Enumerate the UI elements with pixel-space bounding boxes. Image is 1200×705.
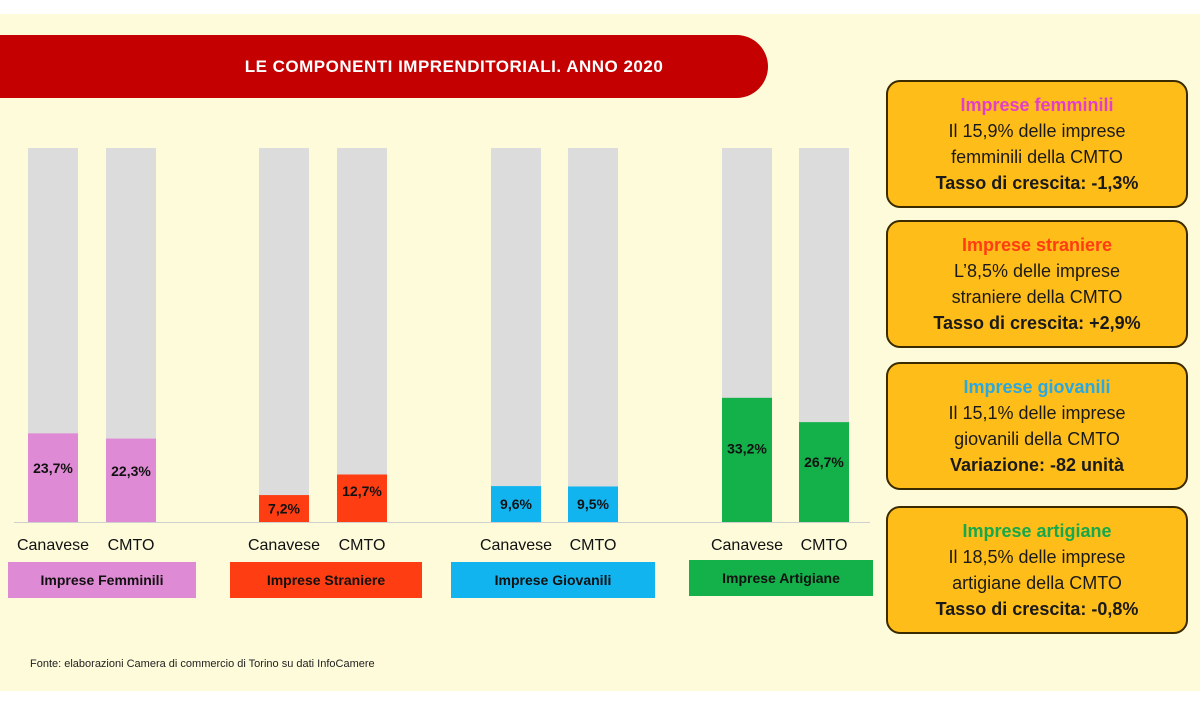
legend-category-label: Imprese Femminili	[8, 562, 196, 598]
data-label: 12,7%	[342, 483, 382, 499]
info-line: artigiane della CMTO	[952, 573, 1122, 593]
data-label: 9,6%	[500, 496, 532, 512]
data-label: 23,7%	[33, 460, 73, 476]
tick-label: CMTO	[339, 537, 386, 554]
source-note: Fonte: elaborazioni Camera di commercio …	[30, 658, 375, 670]
info-line: Il 18,5% delle imprese	[948, 547, 1126, 567]
tick-label: Canavese	[480, 537, 552, 554]
info-rate: Tasso di crescita: +2,9%	[888, 310, 1186, 336]
info-rate: Variazione: -82 unità	[888, 452, 1186, 478]
bar	[106, 438, 156, 522]
data-label: 22,3%	[111, 463, 151, 479]
data-label: 33,2%	[727, 441, 767, 457]
tick-label: CMTO	[570, 537, 617, 554]
tick-label: Canavese	[711, 537, 783, 554]
info-rate: Tasso di crescita: -0,8%	[888, 596, 1186, 622]
info-line: straniere della CMTO	[951, 287, 1123, 307]
tick-label: CMTO	[108, 537, 155, 554]
info-rate-label: Tasso di crescita: +2,9%	[933, 313, 1141, 333]
tick-label: Canavese	[248, 537, 320, 554]
info-box-giovanili: Imprese giovanili Il 15,1% delle imprese…	[886, 362, 1188, 490]
data-label: 7,2%	[268, 501, 300, 517]
bar-track	[491, 148, 541, 522]
bar	[568, 486, 618, 522]
tick-label: Canavese	[17, 537, 89, 554]
bar-track	[337, 148, 387, 522]
tick-label: CMTO	[801, 537, 848, 554]
info-box-femminili: Imprese femminili Il 15,9% delle imprese…	[886, 80, 1188, 208]
legend-category-label: Imprese Artigiane	[689, 560, 873, 596]
info-rate: Tasso di crescita: -1,3%	[888, 170, 1186, 196]
info-line: femminili della CMTO	[951, 147, 1123, 167]
info-box-straniere: Imprese straniere L’8,5% delle imprese s…	[886, 220, 1188, 348]
info-heading: Imprese artigiane	[962, 521, 1112, 541]
info-heading: Imprese giovanili	[963, 377, 1111, 397]
info-line: Il 15,1% delle imprese	[948, 403, 1126, 423]
bar-track	[568, 148, 618, 522]
info-line: L’8,5% delle imprese	[953, 261, 1121, 281]
bar-track	[259, 148, 309, 522]
data-label: 26,7%	[804, 454, 844, 470]
info-line: Il 15,9% delle imprese	[948, 121, 1126, 141]
title-banner: LE COMPONENTI IMPRENDITORIALI. ANNO 2020	[0, 35, 768, 98]
bar	[491, 486, 541, 522]
info-line: giovanili della CMTO	[954, 429, 1120, 449]
legend-category-label: Imprese Straniere	[230, 562, 422, 598]
bar	[259, 495, 309, 522]
info-rate-label: Tasso di crescita: -1,3%	[935, 173, 1139, 193]
info-rate-value: : -82 unità	[1039, 455, 1125, 475]
bar	[799, 422, 849, 522]
info-rate-label: Variazione	[949, 455, 1040, 475]
bar	[28, 433, 78, 522]
data-label: 9,5%	[577, 496, 609, 512]
legend-category-label: Imprese Giovanili	[451, 562, 655, 598]
info-heading: Imprese femminili	[960, 95, 1114, 115]
info-heading: Imprese straniere	[961, 235, 1113, 255]
bar-chart: 23,7% Canavese 22,3% CMTO 7,2% Canavese 12,7% C…	[14, 148, 870, 554]
info-box-artigiane: Imprese artigiane Il 18,5% delle imprese…	[886, 506, 1188, 634]
bar	[722, 397, 772, 522]
chart-title: LE COMPONENTI IMPRENDITORIALI. ANNO 2020	[244, 56, 664, 76]
info-rate-label: Tasso di crescita: -0,8%	[935, 599, 1139, 619]
bar	[337, 474, 387, 522]
